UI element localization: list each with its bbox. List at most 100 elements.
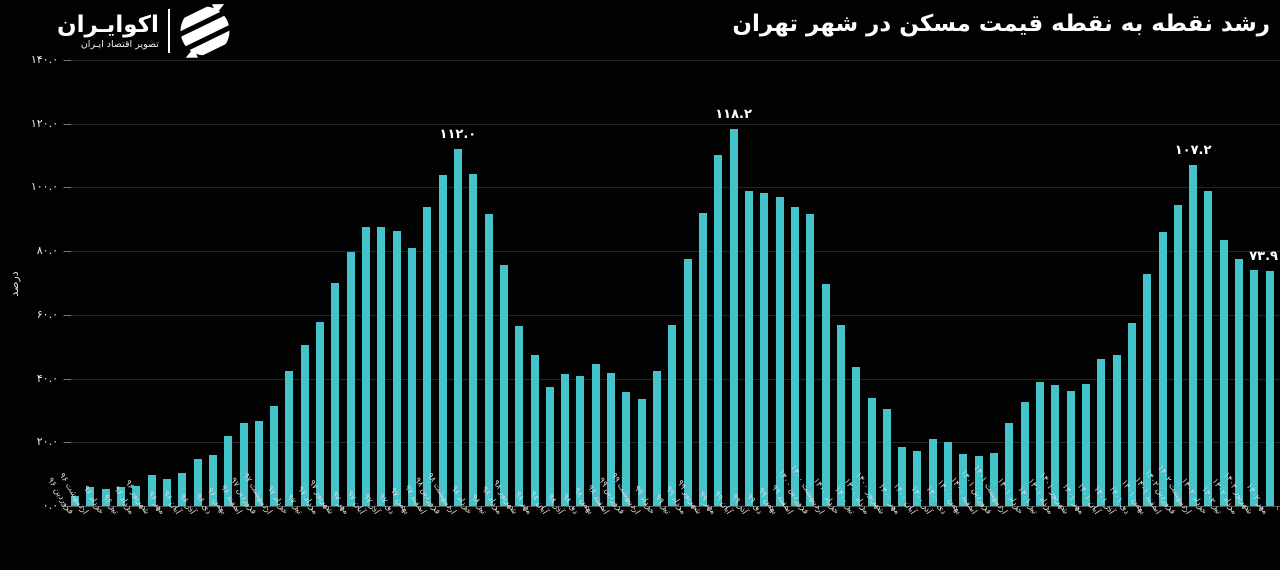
x-tick-mark — [971, 506, 972, 510]
bar — [1158, 231, 1167, 506]
x-tick-mark — [909, 506, 911, 510]
bar — [898, 447, 907, 506]
bar — [193, 459, 202, 506]
bar — [208, 454, 217, 506]
bar — [913, 450, 922, 506]
bar — [760, 193, 769, 506]
x-tick-mark — [848, 506, 850, 510]
x-tick-mark — [695, 506, 697, 510]
x-tick-mark — [113, 506, 115, 510]
gridline — [62, 251, 1280, 253]
bar — [637, 399, 646, 506]
x-tick-mark — [557, 506, 559, 510]
x-tick-mark — [1154, 506, 1156, 510]
x-tick-mark — [634, 506, 636, 510]
bar-value-annotation: ۱۰۷.۲ — [1174, 142, 1212, 158]
x-tick-mark — [833, 506, 835, 510]
x-tick-mark — [925, 506, 927, 510]
bar — [990, 453, 998, 506]
bar — [882, 408, 891, 506]
x-tick-mark — [1108, 506, 1110, 510]
bar — [744, 190, 753, 506]
x-tick-mark — [649, 506, 651, 510]
bar — [1112, 355, 1121, 506]
x-tick-mark — [1216, 506, 1218, 510]
x-tick-mark — [802, 506, 804, 510]
bar — [806, 213, 815, 506]
bar — [1250, 269, 1259, 506]
bar — [469, 174, 478, 506]
bar — [377, 226, 386, 506]
bar — [1173, 205, 1182, 506]
gridline — [62, 123, 1280, 125]
bar — [668, 325, 677, 506]
x-tick-mark — [98, 506, 99, 510]
x-tick-mark — [603, 506, 605, 510]
x-tick-mark — [1078, 506, 1080, 510]
bar — [1097, 358, 1106, 506]
bar — [1219, 240, 1228, 506]
x-tick-mark — [419, 506, 421, 510]
bar — [729, 129, 738, 506]
x-tick-mark — [618, 506, 620, 510]
bar — [561, 373, 570, 506]
x-tick-mark — [1032, 506, 1034, 510]
x-tick-mark — [1047, 506, 1049, 510]
x-tick-mark — [986, 506, 988, 510]
x-tick-mark — [879, 506, 881, 510]
logo-name: اکوایـران — [57, 11, 159, 38]
chart-title: رشد نقطه به نقطه قیمت مسکن در شهر تهران — [732, 11, 1270, 37]
bar — [285, 370, 294, 506]
x-tick-mark — [297, 506, 299, 510]
x-tick-mark — [343, 506, 344, 510]
x-tick-mark — [542, 506, 544, 510]
x-tick-mark — [572, 506, 574, 510]
x-tick-mark — [1124, 506, 1126, 510]
bar — [1204, 190, 1213, 506]
x-tick-mark — [480, 506, 482, 510]
bar — [515, 326, 524, 506]
x-tick-mark — [726, 506, 727, 510]
x-tick-mark — [741, 506, 743, 510]
gridline — [62, 60, 1280, 61]
y-tick-label: ۸۰.۰ — [36, 244, 58, 258]
x-tick-mark — [817, 506, 819, 510]
bar — [362, 226, 370, 506]
x-tick-mark — [220, 506, 222, 510]
x-tick-mark — [281, 506, 283, 510]
bar — [1005, 422, 1014, 506]
x-tick-mark — [235, 506, 237, 510]
x-tick-mark — [1170, 506, 1172, 510]
x-tick-mark — [1001, 506, 1003, 510]
x-tick-mark — [1262, 506, 1263, 510]
y-tick-label: ۱۴۰.۰ — [30, 53, 58, 66]
bar — [944, 442, 952, 506]
y-tick-label: ۴۰.۰ — [36, 371, 58, 385]
y-tick-mark — [64, 442, 71, 444]
bar — [1143, 274, 1152, 506]
bar — [101, 489, 110, 506]
x-tick-mark — [664, 506, 666, 510]
x-tick-mark — [358, 506, 360, 510]
gridline — [62, 187, 1280, 189]
bar — [178, 472, 187, 506]
y-tick-mark — [64, 187, 71, 189]
x-tick-mark — [189, 506, 191, 510]
gridline — [62, 506, 1280, 507]
x-tick-mark — [1093, 506, 1095, 510]
bar — [86, 487, 95, 506]
y-tick-mark — [64, 123, 71, 125]
bar — [300, 345, 309, 506]
bar — [959, 454, 968, 506]
bar — [1235, 259, 1244, 506]
x-tick-mark — [373, 506, 375, 510]
bar — [576, 375, 585, 506]
bar — [653, 370, 661, 506]
bar — [484, 214, 493, 506]
bar — [1051, 384, 1060, 506]
x-tick-mark — [787, 506, 789, 510]
bar — [790, 206, 799, 506]
bar — [821, 284, 830, 506]
x-tick-mark — [756, 506, 758, 510]
bar — [1066, 390, 1075, 506]
